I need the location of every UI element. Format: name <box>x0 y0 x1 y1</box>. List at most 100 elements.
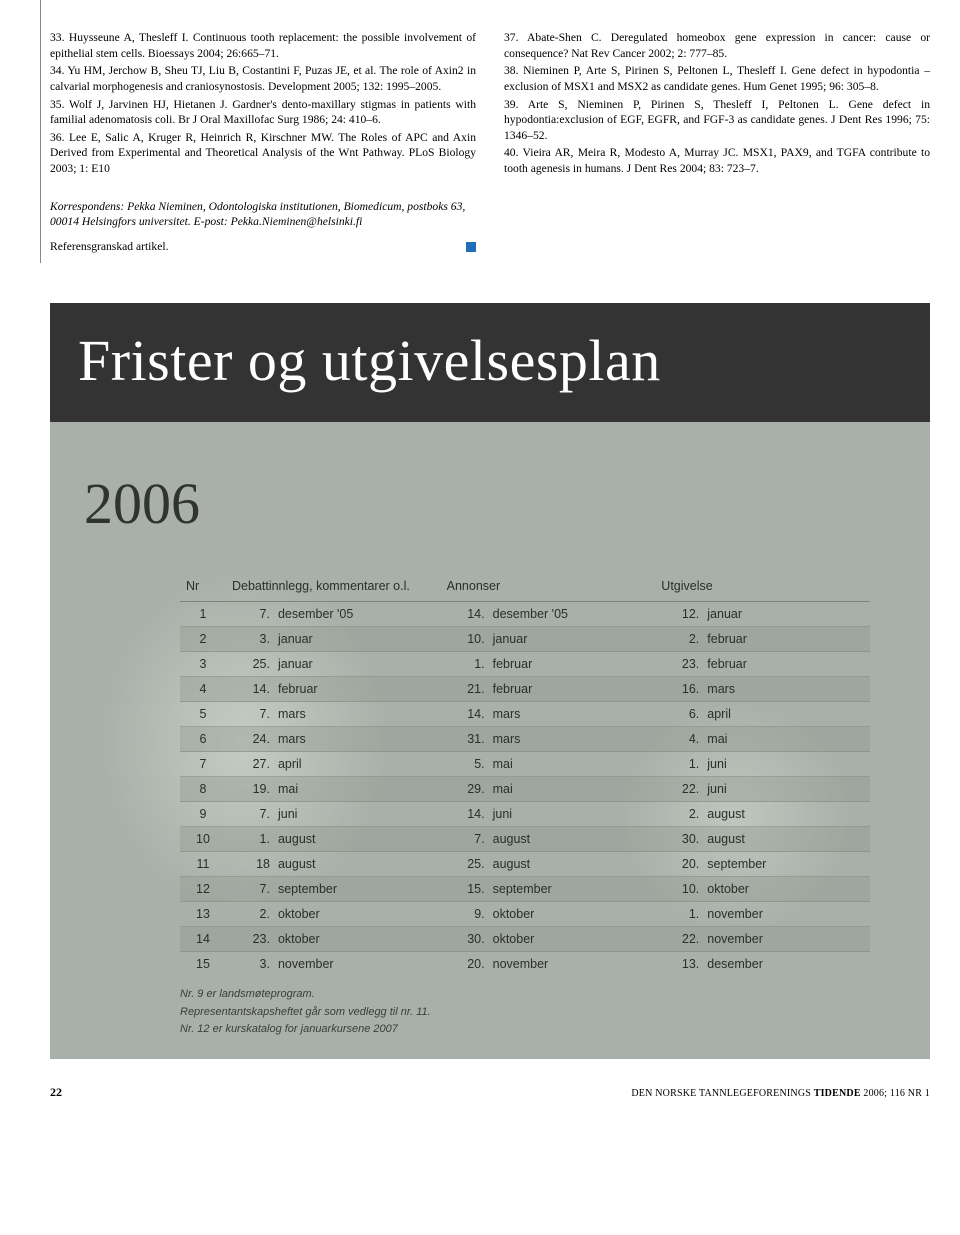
cell-m2: mai <box>487 777 656 802</box>
cell-nr: 2 <box>180 627 226 652</box>
cell-d3: 10. <box>655 877 701 902</box>
reference-item: 40. Vieira AR, Meira R, Modesto A, Murra… <box>504 145 930 176</box>
table-row: 101.august7.august30.august <box>180 827 870 852</box>
cell-nr: 8 <box>180 777 226 802</box>
cell-m1: desember '05 <box>272 602 441 627</box>
cell-m3: mars <box>701 677 870 702</box>
footnote-line: Representantskapsheftet går som vedlegg … <box>180 1004 870 1022</box>
cell-m3: august <box>701 827 870 852</box>
table-row: 414.februar21.februar16.mars <box>180 677 870 702</box>
col-debatt: Debattinnlegg, kommentarer o.l. <box>226 571 441 602</box>
cell-m1: mars <box>272 727 441 752</box>
table-row: 23.januar10.januar2.februar <box>180 627 870 652</box>
table-row: 1423.oktober30.oktober22.november <box>180 927 870 952</box>
cell-m2: mars <box>487 727 656 752</box>
schedule-year: 2006 <box>50 422 930 571</box>
cell-m3: februar <box>701 627 870 652</box>
cell-m3: juni <box>701 752 870 777</box>
cell-d1: 7. <box>226 602 272 627</box>
cell-m1: juni <box>272 802 441 827</box>
cell-d2: 7. <box>441 827 487 852</box>
cell-m2: oktober <box>487 927 656 952</box>
cell-nr: 6 <box>180 727 226 752</box>
cell-d3: 22. <box>655 777 701 802</box>
cell-m3: februar <box>701 652 870 677</box>
table-row: 819.mai29.mai22.juni <box>180 777 870 802</box>
cell-m1: mars <box>272 702 441 727</box>
cell-nr: 12 <box>180 877 226 902</box>
cell-d1: 18 <box>226 852 272 877</box>
cell-d1: 2. <box>226 902 272 927</box>
cell-m2: august <box>487 827 656 852</box>
end-mark-icon <box>466 242 476 252</box>
cell-d3: 16. <box>655 677 701 702</box>
cell-nr: 3 <box>180 652 226 677</box>
cell-m1: november <box>272 952 441 977</box>
page-number: 22 <box>50 1085 62 1100</box>
cell-m3: april <box>701 702 870 727</box>
pub-suffix: 2006; 116 NR 1 <box>861 1088 930 1099</box>
cell-nr: 10 <box>180 827 226 852</box>
cell-d3: 30. <box>655 827 701 852</box>
cell-d1: 7. <box>226 877 272 902</box>
cell-m3: august <box>701 802 870 827</box>
cell-d2: 31. <box>441 727 487 752</box>
cell-nr: 1 <box>180 602 226 627</box>
cell-d3: 13. <box>655 952 701 977</box>
table-row: 17.desember '0514.desember '0512.januar <box>180 602 870 627</box>
cell-m1: februar <box>272 677 441 702</box>
cell-m3: oktober <box>701 877 870 902</box>
table-row: 325.januar1.februar23.februar <box>180 652 870 677</box>
table-row: 727.april5.mai1.juni <box>180 752 870 777</box>
table-header-row: Nr Debattinnlegg, kommentarer o.l. Annon… <box>180 571 870 602</box>
cell-m2: november <box>487 952 656 977</box>
cell-d1: 19. <box>226 777 272 802</box>
cell-d2: 25. <box>441 852 487 877</box>
cell-d2: 14. <box>441 602 487 627</box>
pub-prefix: DEN NORSKE TANNLEGEFORENINGS <box>631 1088 813 1099</box>
cell-d2: 21. <box>441 677 487 702</box>
cell-nr: 4 <box>180 677 226 702</box>
cell-m3: mai <box>701 727 870 752</box>
cell-m1: september <box>272 877 441 902</box>
cell-d1: 7. <box>226 702 272 727</box>
schedule-table: Nr Debattinnlegg, kommentarer o.l. Annon… <box>180 571 870 976</box>
cell-d3: 20. <box>655 852 701 877</box>
cell-d2: 9. <box>441 902 487 927</box>
reference-list: 33. Huysseune A, Thesleff I. Continuous … <box>50 30 930 179</box>
cell-d2: 5. <box>441 752 487 777</box>
cell-m1: april <box>272 752 441 777</box>
reference-item: 36. Lee E, Salic A, Kruger R, Heinrich R… <box>50 130 476 177</box>
cell-m1: januar <box>272 652 441 677</box>
cell-m3: november <box>701 902 870 927</box>
cell-d2: 15. <box>441 877 487 902</box>
cell-m2: desember '05 <box>487 602 656 627</box>
cell-nr: 9 <box>180 802 226 827</box>
footnote-line: Nr. 12 er kurskatalog for januarkursene … <box>180 1021 870 1039</box>
cell-d1: 3. <box>226 627 272 652</box>
peer-review-note: Referensgranskad artikel. <box>50 240 168 253</box>
cell-m3: november <box>701 927 870 952</box>
cell-d2: 20. <box>441 952 487 977</box>
cell-m2: februar <box>487 652 656 677</box>
cell-m2: mai <box>487 752 656 777</box>
col-annonser: Annonser <box>441 571 656 602</box>
reference-item: 37. Abate-Shen C. Deregulated homeobox g… <box>504 30 930 61</box>
cell-m3: januar <box>701 602 870 627</box>
cell-d1: 27. <box>226 752 272 777</box>
publication-line: DEN NORSKE TANNLEGEFORENINGS TIDENDE 200… <box>631 1088 930 1099</box>
cell-d1: 3. <box>226 952 272 977</box>
cell-d1: 24. <box>226 727 272 752</box>
reference-item: 38. Nieminen P, Arte S, Pirinen S, Pelto… <box>504 63 930 94</box>
cell-nr: 13 <box>180 902 226 927</box>
table-row: 1118august25.august20.september <box>180 852 870 877</box>
cell-d1: 25. <box>226 652 272 677</box>
cell-d3: 1. <box>655 752 701 777</box>
cell-m1: august <box>272 827 441 852</box>
cell-d3: 6. <box>655 702 701 727</box>
cell-d3: 1. <box>655 902 701 927</box>
reference-item: 33. Huysseune A, Thesleff I. Continuous … <box>50 30 476 61</box>
schedule-title: Frister og utgivelsesplan <box>50 303 930 422</box>
cell-d3: 12. <box>655 602 701 627</box>
reference-item: 39. Arte S, Nieminen P, Pirinen S, Thesl… <box>504 97 930 144</box>
